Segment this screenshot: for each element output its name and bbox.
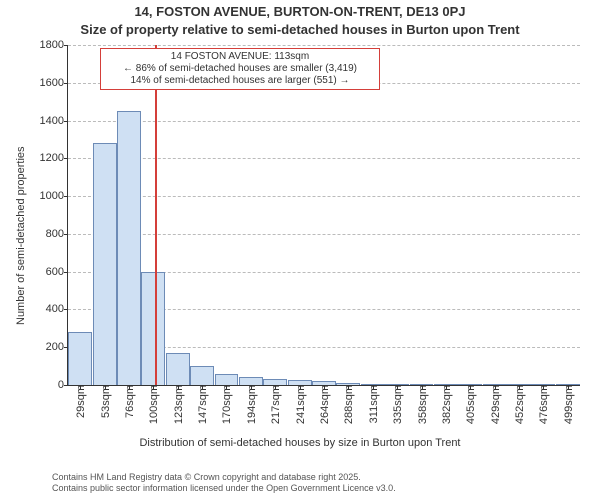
y-gridline bbox=[68, 158, 580, 159]
x-tick-label: 53sqm bbox=[98, 385, 112, 418]
x-tick-label: 194sqm bbox=[244, 385, 258, 424]
y-tick-label: 400 bbox=[46, 303, 68, 315]
x-tick-label: 123sqm bbox=[171, 385, 185, 424]
x-tick-label: 335sqm bbox=[390, 385, 404, 424]
histogram-bar bbox=[141, 272, 165, 385]
x-tick-label: 100sqm bbox=[146, 385, 160, 424]
marker-note-line: 14 FOSTON AVENUE: 113sqm bbox=[105, 51, 375, 63]
histogram-bar bbox=[117, 111, 141, 385]
marker-line bbox=[155, 45, 157, 385]
chart-plot-area: 02004006008001000120014001600180029sqm53… bbox=[67, 45, 580, 386]
y-gridline bbox=[68, 196, 580, 197]
histogram-bar bbox=[215, 374, 239, 385]
x-tick-label: 499sqm bbox=[561, 385, 575, 424]
y-tick-label: 1400 bbox=[40, 115, 68, 127]
x-tick-label: 29sqm bbox=[73, 385, 87, 418]
y-tick-label: 800 bbox=[46, 228, 68, 240]
marker-note-box: 14 FOSTON AVENUE: 113sqm← 86% of semi-de… bbox=[100, 48, 380, 90]
y-tick-label: 200 bbox=[46, 341, 68, 353]
histogram-bar bbox=[68, 332, 92, 385]
marker-note-line: ← 86% of semi-detached houses are smalle… bbox=[105, 63, 375, 75]
histogram-bar bbox=[239, 377, 263, 386]
y-tick-label: 0 bbox=[58, 379, 68, 391]
footer-line1: Contains HM Land Registry data © Crown c… bbox=[52, 472, 600, 483]
histogram-bar bbox=[190, 366, 214, 385]
x-tick-label: 217sqm bbox=[268, 385, 282, 424]
x-tick-label: 147sqm bbox=[195, 385, 209, 424]
y-tick-label: 1000 bbox=[40, 190, 68, 202]
x-tick-label: 429sqm bbox=[488, 385, 502, 424]
x-tick-label: 241sqm bbox=[293, 385, 307, 424]
chart-title-line1: 14, FOSTON AVENUE, BURTON-ON-TRENT, DE13… bbox=[0, 4, 600, 19]
y-tick-label: 600 bbox=[46, 266, 68, 278]
x-tick-label: 358sqm bbox=[415, 385, 429, 424]
x-tick-label: 476sqm bbox=[536, 385, 550, 424]
histogram-bar bbox=[93, 143, 117, 385]
chart-title-line2: Size of property relative to semi-detach… bbox=[0, 22, 600, 37]
y-axis-label: Number of semi-detached properties bbox=[15, 146, 27, 325]
marker-note-line: 14% of semi-detached houses are larger (… bbox=[105, 75, 375, 87]
x-tick-label: 288sqm bbox=[341, 385, 355, 424]
x-tick-label: 264sqm bbox=[317, 385, 331, 424]
x-tick-label: 382sqm bbox=[439, 385, 453, 424]
x-axis-label: Distribution of semi-detached houses by … bbox=[0, 437, 600, 449]
x-tick-label: 311sqm bbox=[366, 385, 380, 423]
footer-line2: Contains public sector information licen… bbox=[52, 483, 600, 494]
y-tick-label: 1800 bbox=[40, 39, 68, 51]
x-tick-label: 452sqm bbox=[512, 385, 526, 424]
x-tick-label: 170sqm bbox=[219, 385, 233, 424]
x-tick-label: 405sqm bbox=[463, 385, 477, 424]
y-gridline bbox=[68, 45, 580, 46]
y-gridline bbox=[68, 121, 580, 122]
x-tick-label: 76sqm bbox=[122, 385, 136, 418]
y-gridline bbox=[68, 234, 580, 235]
histogram-bar bbox=[166, 353, 190, 385]
y-tick-label: 1200 bbox=[40, 152, 68, 164]
y-tick-label: 1600 bbox=[40, 77, 68, 89]
chart-footer: Contains HM Land Registry data © Crown c… bbox=[52, 472, 600, 495]
